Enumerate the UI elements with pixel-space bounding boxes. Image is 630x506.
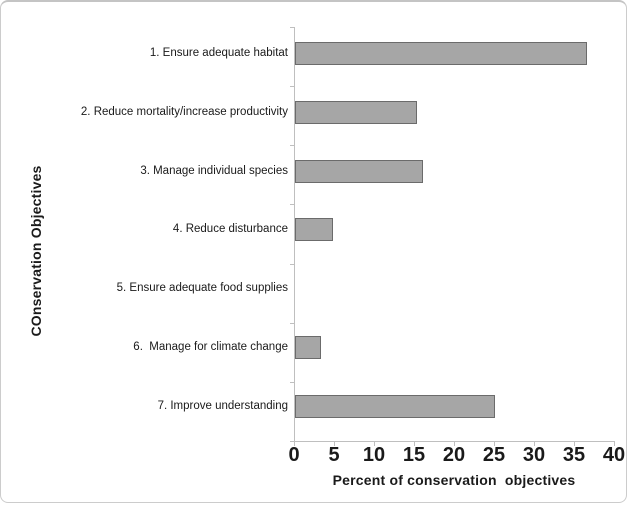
y-tick (290, 145, 294, 146)
category-label-6: 6. Manage for climate change (133, 341, 288, 353)
x-tick-label: 0 (288, 444, 300, 466)
bar-6 (295, 336, 322, 359)
bar-4 (295, 218, 333, 241)
x-tick-label: 20 (442, 444, 466, 466)
bar-3 (295, 160, 423, 183)
x-axis-title: Percent of conservation objectives (332, 472, 576, 488)
x-tick-label: 25 (482, 444, 506, 466)
x-tick (334, 442, 335, 446)
category-label-5: 5. Ensure adequate food supplies (116, 282, 288, 294)
plot-area (294, 27, 615, 442)
y-tick (290, 86, 294, 87)
y-axis-title: COnservation Objectives (28, 165, 44, 337)
bar-2 (295, 101, 417, 124)
bar-1 (295, 42, 587, 65)
x-tick (294, 442, 295, 446)
y-tick (290, 441, 294, 442)
category-label-2: 2. Reduce mortality/increase productivit… (80, 106, 288, 118)
x-tick-label: 30 (522, 444, 546, 466)
y-tick (290, 264, 294, 265)
x-tick (614, 442, 615, 446)
x-tick (374, 442, 375, 446)
y-tick (290, 382, 294, 383)
x-tick-label: 10 (362, 444, 386, 466)
category-label-3: 3. Manage individual species (140, 165, 288, 177)
y-tick (290, 323, 294, 324)
category-label-1: 1. Ensure adequate habitat (149, 47, 288, 59)
x-tick-label: 35 (562, 444, 586, 466)
bar-7 (295, 395, 495, 418)
x-tick-label: 15 (402, 444, 426, 466)
x-tick (494, 442, 495, 446)
x-tick (534, 442, 535, 446)
x-tick-label: 40 (602, 444, 626, 466)
category-label-7: 7. Improve understanding (157, 400, 288, 412)
y-tick (290, 204, 294, 205)
x-tick (454, 442, 455, 446)
x-tick-label: 5 (328, 444, 340, 466)
x-tick (414, 442, 415, 446)
category-label-4: 4. Reduce disturbance (172, 223, 288, 235)
x-tick (574, 442, 575, 446)
y-tick (290, 27, 294, 28)
